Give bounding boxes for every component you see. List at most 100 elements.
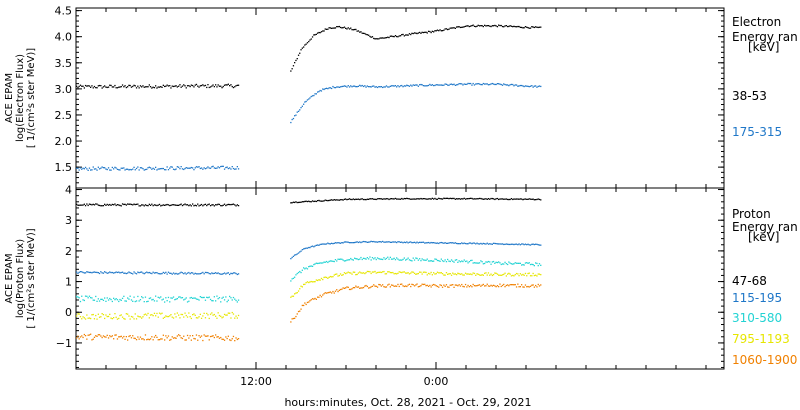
data-point — [458, 243, 460, 245]
data-point — [104, 203, 106, 205]
data-point — [184, 167, 186, 170]
data-point — [352, 271, 354, 273]
data-point — [97, 85, 99, 87]
data-point — [373, 284, 375, 286]
data-point — [522, 243, 524, 245]
data-point — [236, 317, 238, 319]
data-point — [230, 339, 232, 342]
data-point — [508, 243, 510, 246]
data-point — [171, 336, 173, 338]
data-point — [327, 28, 329, 30]
data-point — [319, 279, 321, 281]
data-point — [197, 203, 199, 205]
data-point — [134, 203, 136, 206]
data-point — [325, 28, 328, 30]
data-point — [477, 284, 479, 286]
data-point — [490, 263, 492, 265]
data-point — [399, 198, 402, 200]
data-point — [417, 85, 419, 87]
data-point — [306, 268, 309, 270]
data-point — [158, 203, 161, 206]
data-point — [200, 272, 203, 274]
data-point — [536, 198, 538, 201]
data-point — [517, 244, 519, 246]
data-point — [325, 243, 328, 245]
data-point — [521, 26, 523, 29]
data-point — [354, 271, 356, 273]
data-point — [434, 242, 436, 244]
legend-title: Energy ran — [732, 30, 798, 44]
data-point — [401, 241, 403, 243]
data-point — [531, 275, 533, 277]
data-point — [472, 272, 474, 274]
data-point — [176, 335, 178, 337]
data-point — [486, 25, 488, 27]
data-point — [407, 85, 409, 87]
data-point — [499, 24, 501, 27]
data-point — [410, 272, 412, 274]
data-point — [79, 316, 82, 318]
data-point — [458, 284, 460, 286]
data-point — [179, 204, 181, 206]
data-point — [87, 271, 89, 273]
data-point — [92, 338, 94, 340]
data-point — [532, 284, 534, 286]
data-point — [77, 86, 79, 89]
data-point — [415, 284, 417, 286]
data-point — [223, 299, 226, 301]
data-point — [95, 295, 97, 298]
data-point — [408, 241, 411, 243]
data-point — [90, 169, 92, 171]
data-point — [184, 312, 186, 314]
data-point — [384, 286, 386, 288]
data-point — [528, 272, 530, 274]
data-point — [132, 168, 134, 170]
data-point — [374, 86, 376, 88]
data-point — [402, 258, 404, 261]
data-point — [466, 273, 468, 275]
data-point — [170, 272, 172, 274]
data-point — [406, 272, 408, 274]
data-point — [113, 272, 115, 274]
data-point — [459, 83, 462, 85]
data-point — [463, 83, 465, 85]
data-point — [375, 241, 377, 243]
data-point — [345, 27, 347, 29]
data-point — [345, 85, 347, 87]
data-point — [116, 299, 119, 301]
data-point — [79, 271, 82, 273]
data-point — [304, 283, 306, 285]
data-point — [490, 197, 492, 200]
data-point — [371, 36, 374, 38]
data-point — [528, 198, 530, 200]
data-point — [209, 86, 212, 88]
data-point — [294, 62, 296, 64]
data-point — [540, 274, 542, 276]
data-point — [81, 295, 83, 297]
data-point — [491, 197, 493, 200]
data-point — [230, 204, 232, 206]
data-point — [439, 29, 441, 31]
data-point — [463, 26, 465, 28]
data-point — [311, 298, 314, 300]
data-point — [450, 242, 453, 244]
data-point — [351, 86, 353, 88]
data-point — [216, 272, 218, 275]
data-point — [127, 203, 129, 205]
data-point — [295, 254, 297, 256]
data-point — [422, 271, 425, 273]
data-point — [181, 85, 184, 87]
data-point — [174, 169, 176, 171]
data-point — [482, 263, 484, 265]
data-point — [320, 243, 323, 245]
data-point — [237, 273, 240, 275]
data-point — [139, 205, 142, 207]
data-point — [308, 98, 310, 100]
data-point — [209, 273, 212, 275]
data-point — [447, 28, 449, 31]
data-point — [327, 277, 329, 279]
data-point — [115, 271, 117, 273]
data-point — [416, 198, 418, 200]
data-point — [421, 84, 423, 86]
